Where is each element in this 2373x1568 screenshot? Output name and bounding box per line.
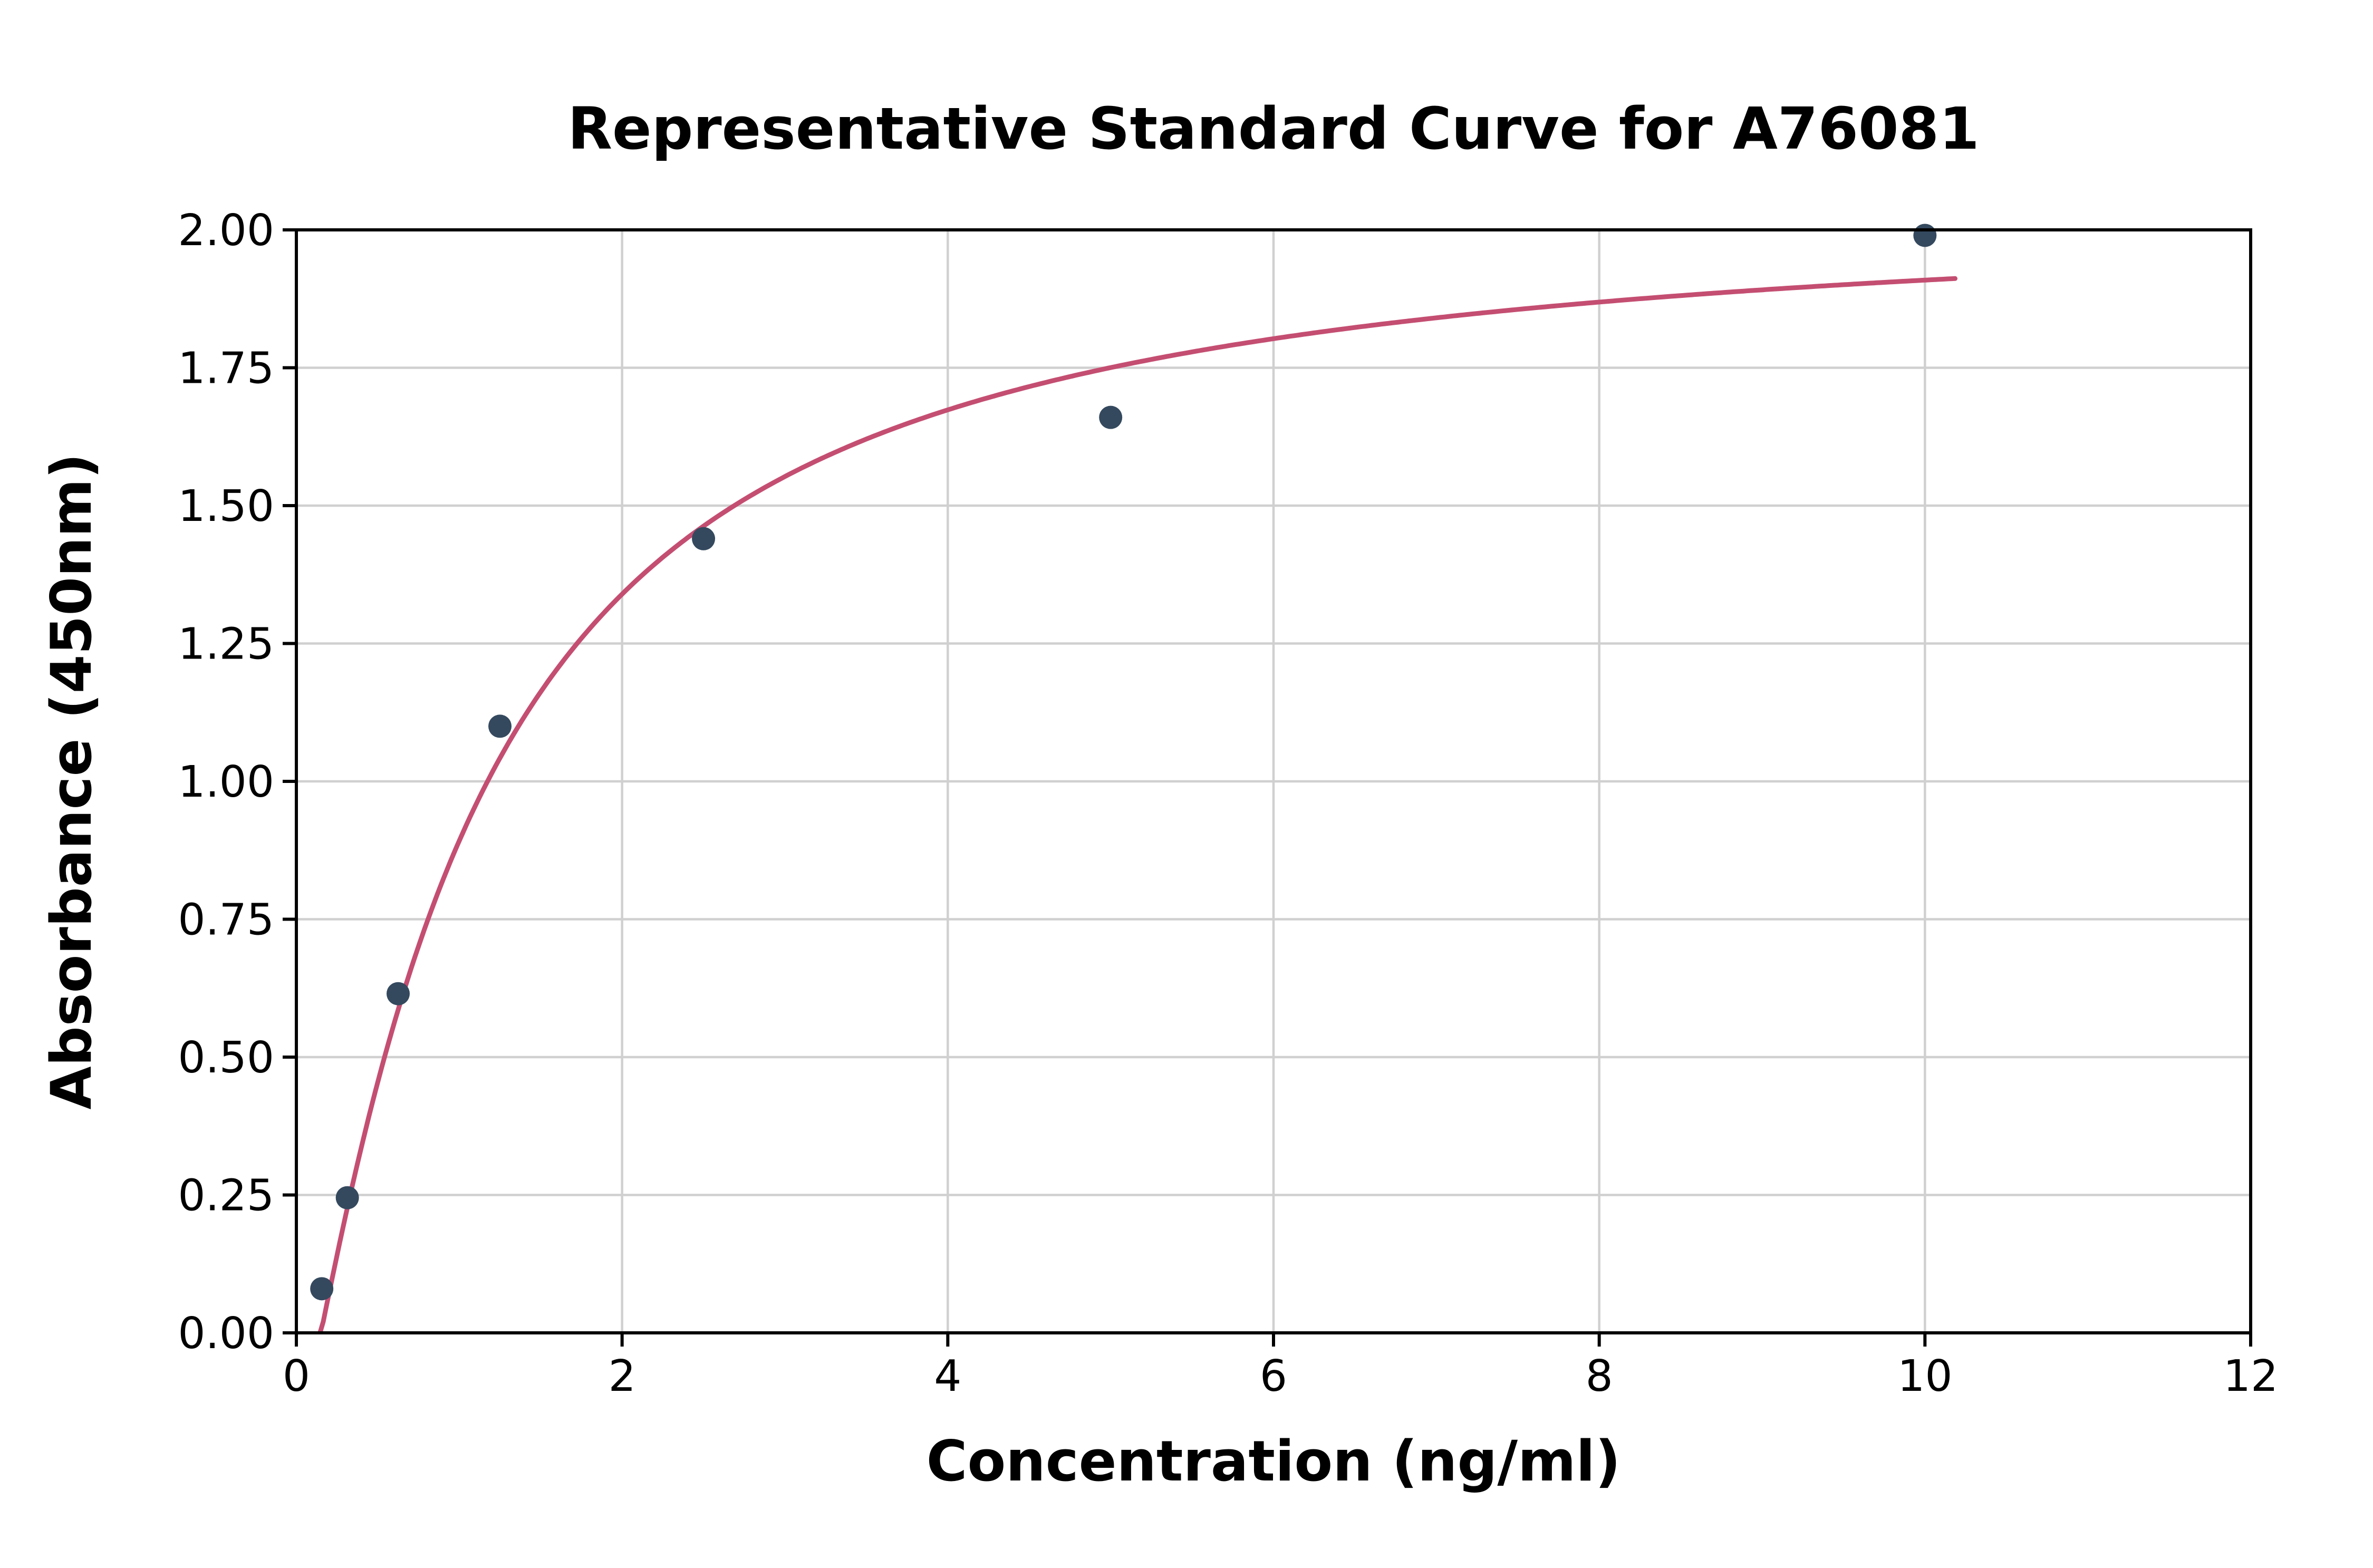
x-tick-label: 10 [1897, 1351, 1952, 1401]
y-tick-label: 1.50 [178, 481, 274, 531]
data-point [1099, 405, 1123, 429]
y-tick-label: 1.75 [178, 344, 274, 394]
y-tick-label: 0.50 [178, 1033, 274, 1083]
data-points-layer [310, 224, 1937, 1301]
data-point [692, 527, 716, 550]
y-tick-label: 1.25 [178, 620, 274, 670]
y-tick-label: 0.25 [178, 1171, 274, 1221]
grid-lines [295, 228, 2252, 1334]
data-point [387, 982, 410, 1005]
y-tick-label: 1.00 [178, 757, 274, 807]
x-tick-label: 4 [934, 1351, 961, 1401]
fit-curve-layer [317, 276, 1957, 1333]
x-tick-label: 6 [1260, 1351, 1287, 1401]
x-tick-label: 0 [283, 1351, 310, 1401]
data-point [488, 714, 512, 738]
chart-title: Representative Standard Curve for A76081 [567, 95, 1979, 162]
y-axis-label: Absorbance (450nm) [39, 453, 104, 1110]
data-point [310, 1277, 334, 1301]
y-tick-label: 0.75 [178, 895, 274, 945]
x-tick-label: 8 [1586, 1351, 1613, 1401]
x-tick-label: 2 [609, 1351, 636, 1401]
fit-curve-path [317, 276, 1957, 1333]
data-point [1913, 224, 1937, 247]
x-tick-label: 12 [2223, 1351, 2278, 1401]
x-axis-label: Concentration (ng/ml) [927, 1429, 1621, 1494]
axis-ticks: 0 2 4 6 8 10 12 0.00 0.25 0.50 0.75 1.00 1.25 1.50 1.7… [178, 206, 2278, 1401]
data-point [335, 1186, 359, 1209]
y-tick-label: 2.00 [178, 206, 274, 256]
y-tick-label: 0.00 [178, 1309, 274, 1359]
